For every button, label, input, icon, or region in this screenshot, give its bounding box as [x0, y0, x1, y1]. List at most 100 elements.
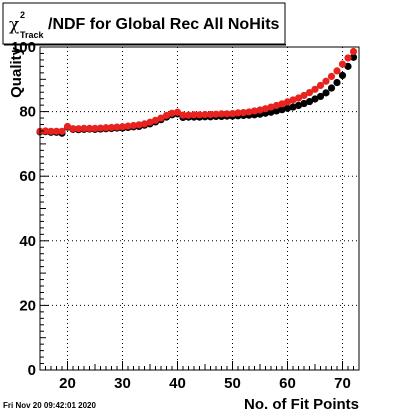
y-tick-label: 80	[19, 104, 36, 121]
data-point-series-1	[338, 71, 347, 80]
y-tick-label: 60	[19, 168, 36, 185]
data-point-series-2	[289, 96, 297, 104]
data-point-series-2	[311, 85, 319, 93]
data-point-series-2	[195, 111, 204, 119]
data-point-series-2	[349, 47, 358, 56]
title-superscript: 2	[20, 10, 25, 20]
data-point-series-2	[223, 110, 231, 118]
data-point-series-2	[102, 124, 110, 132]
data-point-series-2	[294, 94, 303, 102]
data-point-series-2	[267, 103, 275, 111]
data-point-series-2	[146, 118, 154, 126]
data-point-series-1	[305, 97, 314, 106]
x-axis-label: No. of Fit Points	[244, 396, 359, 412]
data-point-series-2	[85, 124, 94, 132]
x-tick-label: 50	[224, 375, 241, 392]
x-tick-label: 40	[169, 375, 186, 392]
data-point-series-1	[278, 106, 286, 114]
data-point-series-2	[107, 123, 116, 132]
y-axis-label: Quality	[8, 46, 25, 98]
data-point-series-2	[151, 116, 160, 124]
data-point-series-2	[184, 111, 193, 119]
data-point-series-1	[333, 78, 341, 87]
data-point-series-2	[63, 122, 72, 131]
data-point-series-2	[261, 105, 270, 113]
data-point-series-2	[272, 101, 281, 110]
data-point-series-2	[201, 110, 209, 119]
data-point-series-2	[58, 127, 66, 135]
data-points	[36, 47, 358, 137]
title-chi-symbol: χ	[9, 15, 19, 35]
x-tick-label: 30	[114, 375, 131, 392]
data-point-series-2	[91, 124, 99, 132]
data-point-series-1	[289, 103, 297, 111]
data-point-series-2	[41, 127, 50, 135]
title-frame	[2, 2, 286, 45]
y-tick-labels: 0 20 40 60 80 100	[11, 39, 36, 379]
y-tick-label: 0	[28, 362, 36, 379]
data-point-series-1	[344, 62, 352, 70]
data-point-series-2	[129, 121, 138, 130]
data-point-series-1	[316, 92, 325, 101]
data-point-series-2	[239, 108, 248, 117]
x-tick-labels: 20 30 40 50 60 70	[59, 375, 351, 392]
data-point-series-2	[162, 111, 171, 120]
title-box: χ 2 Track /NDF for Global Rec All NoHits	[2, 2, 286, 46]
data-point-series-2	[305, 88, 314, 97]
data-point-series-2	[96, 124, 105, 132]
y-tick-label: 40	[19, 233, 36, 250]
data-point-series-2	[118, 123, 127, 131]
data-point-series-2	[250, 107, 259, 115]
data-point-series-2	[217, 110, 226, 118]
data-point-series-1	[300, 99, 308, 108]
data-point-series-1	[294, 101, 303, 110]
data-point-series-2	[124, 122, 132, 130]
data-point-series-2	[135, 121, 143, 129]
data-point-series-2	[140, 120, 149, 128]
title-shadow	[4, 44, 286, 46]
data-point-series-2	[327, 72, 336, 80]
data-point-series-1	[322, 89, 330, 97]
timestamp: Fri Nov 20 09:42:01 2020	[3, 401, 96, 410]
data-point-series-1	[267, 108, 275, 116]
data-point-series-2	[168, 109, 176, 117]
y-tick-label: 20	[19, 297, 36, 314]
data-point-series-2	[157, 114, 165, 122]
data-point-series-1	[311, 95, 319, 103]
data-point-series-1	[272, 107, 281, 115]
data-point-series-2	[47, 127, 55, 135]
data-point-series-2	[113, 123, 121, 131]
data-point-series-2	[206, 110, 215, 119]
data-point-series-2	[344, 54, 352, 62]
x-tick-label: 20	[59, 375, 76, 392]
title-text: /NDF for Global Rec All NoHits	[48, 16, 280, 33]
x-tick-label: 60	[279, 375, 296, 392]
data-point-series-1	[283, 104, 292, 112]
data-point-series-2	[338, 60, 347, 68]
data-point-series-2	[245, 108, 253, 116]
y-tick-label: 100	[11, 39, 36, 56]
data-point-series-2	[52, 127, 61, 135]
data-point-series-1	[349, 53, 358, 61]
data-point-series-2	[69, 125, 77, 133]
data-point-series-2	[179, 111, 187, 119]
x-tick-label: 70	[334, 375, 351, 392]
axis-ticks	[39, 46, 360, 371]
data-point-series-2	[173, 108, 182, 116]
data-point-series-2	[190, 111, 198, 119]
data-point-series-1	[327, 84, 336, 92]
data-point-series-2	[256, 106, 264, 114]
data-point-series-2	[322, 77, 330, 85]
data-point-series-2	[283, 98, 292, 106]
data-point-series-2	[278, 100, 286, 108]
data-point-series-2	[80, 124, 88, 132]
data-point-series-2	[316, 81, 325, 90]
data-point-series-2	[300, 91, 308, 100]
title-subscript: Track	[20, 30, 45, 40]
data-point-series-2	[212, 110, 220, 118]
data-point-series-2	[333, 67, 341, 75]
data-point-series-2	[228, 109, 237, 118]
data-point-series-2	[234, 109, 242, 117]
data-point-series-2	[74, 125, 83, 133]
